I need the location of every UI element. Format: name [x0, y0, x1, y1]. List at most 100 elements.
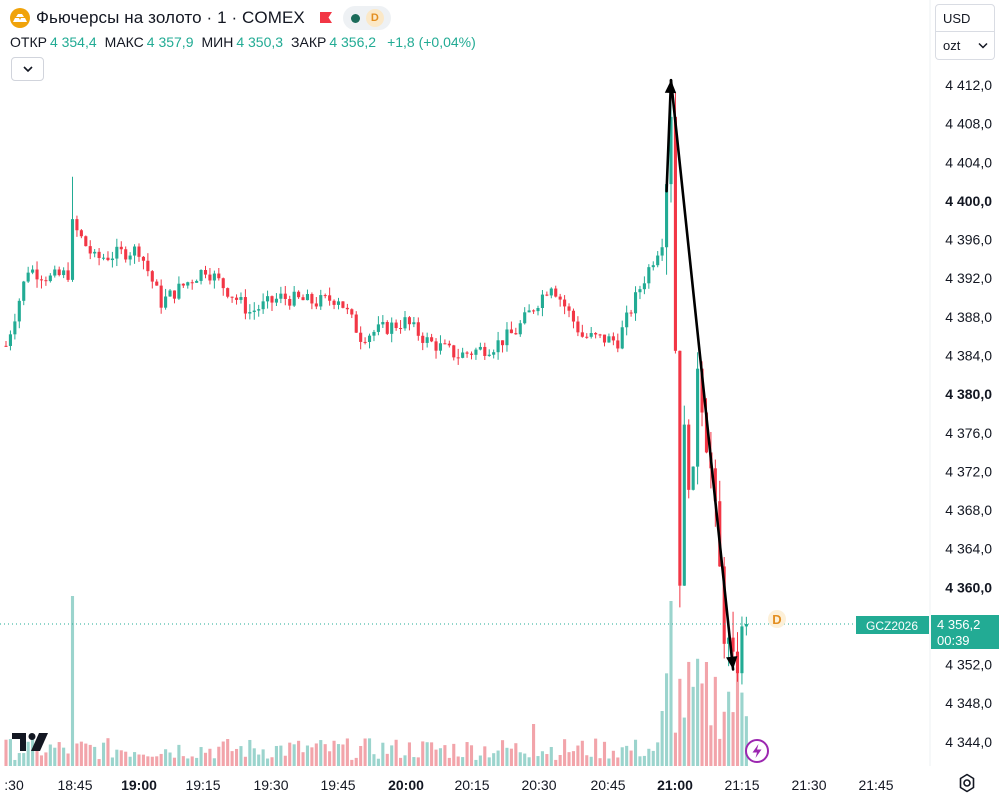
candle [243, 289, 247, 320]
volume-bar [651, 750, 655, 766]
candle [186, 281, 190, 289]
collapse-legend-button[interactable] [11, 57, 44, 81]
ohlc-low-value: 4 350,3 [236, 34, 284, 50]
candle [195, 279, 199, 283]
volume-bar [691, 686, 695, 766]
annotation-arrows[interactable] [664, 78, 738, 671]
volume-bar [638, 756, 642, 766]
candle [731, 611, 735, 659]
lightning-icon[interactable] [745, 739, 769, 763]
symbol-title[interactable]: Фьючерсы на золото · 1 · COMEX [36, 8, 305, 27]
gear-icon[interactable] [957, 773, 977, 798]
candle [141, 256, 145, 270]
candle [629, 309, 633, 317]
price-axis-tick: 4 376,0 [945, 425, 992, 441]
volume-bar [527, 757, 531, 766]
volume-bar [119, 750, 123, 766]
candle [580, 324, 584, 338]
currency-select[interactable]: USD [935, 4, 995, 32]
candle [616, 333, 620, 353]
price-axis-tick: 4 352,0 [945, 657, 992, 673]
volume-bar [314, 743, 318, 766]
candle [168, 289, 172, 297]
volume-bar [505, 747, 509, 766]
event-marker[interactable]: D [768, 610, 786, 628]
volume-bar [279, 745, 283, 766]
chevron-down-icon [978, 42, 988, 49]
volume-bar [150, 756, 154, 766]
gold-bars-icon [10, 8, 30, 28]
volume-bar [642, 755, 646, 766]
volume-bar [576, 745, 580, 766]
candle [523, 307, 527, 325]
volume-bar [704, 662, 709, 766]
candle [527, 304, 531, 313]
volume-bar [487, 757, 491, 766]
time-axis-tick: 21:30 [791, 777, 826, 793]
flag-icon[interactable] [319, 11, 333, 25]
annotation-arrow[interactable] [669, 78, 738, 671]
candle [456, 348, 460, 365]
volume-bar [594, 738, 598, 766]
volume-bar [469, 745, 474, 766]
candle [31, 265, 35, 275]
candle [492, 349, 496, 359]
volume-bar [589, 756, 593, 766]
volume-bar [407, 742, 411, 766]
price-axis-tick: 4 388,0 [945, 309, 992, 325]
candle [314, 297, 318, 310]
volume-bar [376, 758, 380, 766]
market-status-pill[interactable]: D [342, 6, 391, 30]
candle [673, 92, 677, 354]
candle [297, 290, 301, 299]
candle [443, 339, 447, 345]
volume-bar [385, 753, 389, 766]
candle [660, 238, 664, 261]
unit-select[interactable]: ozt [935, 32, 995, 60]
price-axis-tick: 4 384,0 [945, 347, 992, 363]
volume-bar [305, 745, 310, 766]
volume-bar [195, 757, 199, 766]
price-axis-tick: 4 400,0 [945, 193, 992, 209]
volume-bar [430, 742, 434, 766]
candle [496, 331, 500, 360]
volume-bar [381, 742, 385, 766]
candle [687, 419, 691, 499]
candle [22, 280, 26, 306]
candle [115, 238, 119, 267]
candle [558, 293, 562, 307]
volume-bar [230, 751, 234, 766]
volume-bar [496, 750, 500, 766]
volume-bar [367, 738, 372, 766]
time-axis-tick: 20:30 [521, 777, 556, 793]
candle [137, 243, 141, 262]
candle [549, 287, 553, 299]
candle [505, 322, 509, 352]
chart-header: Фьючерсы на золото · 1 · COMEX D ОТКР 4 3… [0, 0, 930, 86]
volume-bar [124, 751, 128, 766]
volume-bar [421, 741, 425, 766]
candle [8, 330, 12, 351]
volume-bar [22, 753, 26, 766]
volume-bar [341, 744, 345, 766]
candle [203, 265, 208, 279]
volume-bar [17, 753, 21, 766]
candle [62, 267, 66, 279]
volume-bar [203, 752, 208, 766]
volume-bar [141, 754, 145, 766]
candle [288, 295, 292, 310]
volume-bar [647, 748, 651, 766]
candle [270, 295, 274, 312]
volume-bar [328, 751, 332, 766]
time-axis[interactable]: :30 18:45 19:00 19:15 19:30 19:45 20:00 20:15 20… [4, 777, 893, 793]
candle [252, 302, 256, 320]
candle [261, 293, 265, 314]
volume-bar [217, 746, 221, 766]
candle [93, 249, 97, 258]
candle [390, 317, 394, 343]
tradingview-logo-icon[interactable] [12, 733, 50, 756]
candle [665, 177, 669, 275]
candle [70, 176, 75, 282]
volume-bar [323, 744, 327, 766]
